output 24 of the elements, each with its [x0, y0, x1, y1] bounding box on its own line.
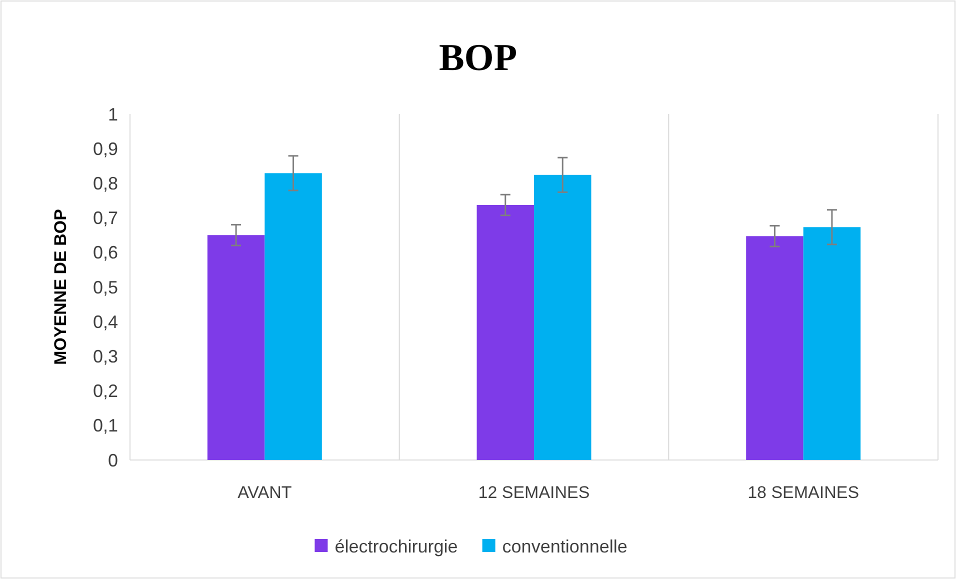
x-tick-label: 12 SEMAINES	[478, 483, 590, 502]
y-tick-label: 0,6	[92, 242, 118, 263]
y-tick-label: 0,3	[92, 346, 118, 366]
y-tick-label: 0,8	[92, 174, 118, 194]
legend-label: conventionnelle	[502, 536, 628, 556]
y-tick-label: 1	[108, 104, 118, 124]
bar	[476, 205, 534, 460]
x-tick-label: AVANT	[238, 483, 292, 502]
bar	[746, 236, 804, 460]
bar	[264, 173, 322, 460]
y-tick-label: 0,4	[92, 312, 118, 332]
y-tick-label: 0,5	[92, 277, 118, 298]
bar	[534, 174, 592, 460]
y-tick-label: 0,1	[92, 416, 118, 436]
y-axis-title: MOYENNE DE BOP	[51, 209, 70, 365]
legend-label: électrochirurgie	[334, 536, 458, 556]
y-tick-label: 0	[108, 450, 118, 470]
bar	[803, 227, 861, 460]
chart-title: BOP	[438, 37, 518, 79]
y-tick-label: 0,2	[92, 381, 118, 402]
x-tick-label: 18 SEMAINES	[748, 483, 860, 502]
bar	[207, 235, 265, 460]
y-tick-label: 0,9	[92, 138, 118, 159]
y-tick-label: 0,7	[92, 208, 118, 228]
